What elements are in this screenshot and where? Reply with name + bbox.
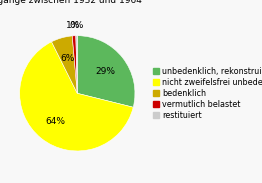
Text: 0%: 0% bbox=[69, 21, 84, 30]
Text: 6%: 6% bbox=[60, 54, 75, 64]
Text: 1%: 1% bbox=[66, 21, 81, 30]
Wedge shape bbox=[20, 42, 133, 151]
Wedge shape bbox=[77, 36, 135, 107]
Legend: unbedenklich, rekonstruierbar, nicht zweifelsfrei unbedenklich, bedenklich, verm: unbedenklich, rekonstruierbar, nicht zwe… bbox=[153, 67, 262, 120]
Wedge shape bbox=[52, 36, 77, 93]
Text: 64%: 64% bbox=[45, 117, 65, 126]
Text: 29%: 29% bbox=[95, 67, 116, 76]
Wedge shape bbox=[72, 36, 77, 93]
Text: Erwerb und Schenkungen, Vorgänge zwischen 1932 und 1964: Erwerb und Schenkungen, Vorgänge zwische… bbox=[0, 0, 142, 5]
Wedge shape bbox=[76, 36, 77, 93]
